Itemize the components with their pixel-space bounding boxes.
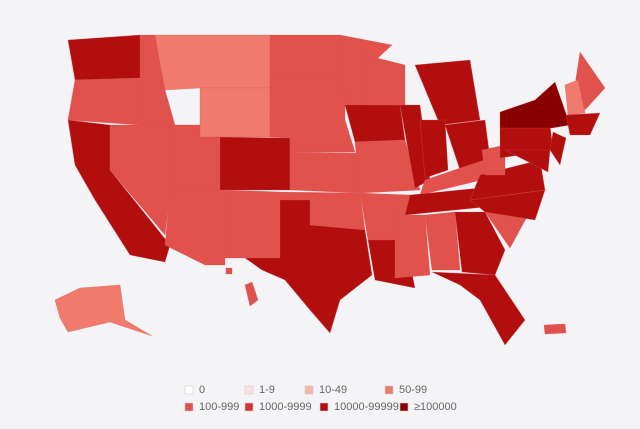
state bbox=[424, 211, 461, 271]
state bbox=[549, 131, 567, 166]
legend-swatch bbox=[399, 402, 409, 412]
state bbox=[499, 81, 571, 129]
state bbox=[574, 51, 606, 111]
legend-label: 50-99 bbox=[399, 384, 427, 396]
state bbox=[564, 79, 586, 116]
state bbox=[54, 284, 153, 337]
state bbox=[224, 189, 281, 259]
legend-label: 1000-9999 bbox=[259, 401, 312, 413]
legend-swatch bbox=[304, 385, 314, 395]
state bbox=[565, 112, 601, 136]
state bbox=[67, 34, 144, 81]
legend-label: ≥100000 bbox=[414, 401, 457, 413]
state bbox=[269, 34, 346, 79]
state bbox=[289, 151, 361, 194]
legend-swatch bbox=[184, 402, 194, 412]
state bbox=[67, 77, 144, 126]
legend-label: 100-999 bbox=[199, 401, 239, 413]
state bbox=[454, 211, 506, 276]
state bbox=[244, 199, 373, 334]
state bbox=[431, 271, 526, 346]
state bbox=[219, 136, 291, 191]
legend-swatch bbox=[319, 402, 329, 412]
state bbox=[414, 59, 481, 126]
legend-label: 0 bbox=[199, 384, 205, 396]
us-map bbox=[54, 34, 606, 346]
legend-swatch bbox=[184, 385, 194, 395]
state bbox=[244, 281, 259, 307]
state bbox=[154, 34, 271, 91]
state bbox=[225, 267, 233, 275]
state bbox=[469, 159, 546, 201]
state bbox=[543, 323, 567, 335]
state bbox=[139, 34, 176, 126]
legend-label: 10000-99999 bbox=[334, 401, 399, 413]
legend: 0 1-9 10-49 50-99 100-999 1000-9999 10000-9999… bbox=[184, 384, 457, 413]
legend-label: 1-9 bbox=[259, 384, 275, 396]
state bbox=[419, 119, 449, 179]
state bbox=[164, 189, 226, 266]
legend-label: 10-49 bbox=[319, 384, 347, 396]
state bbox=[504, 149, 551, 173]
state bbox=[364, 54, 406, 106]
legend-swatch bbox=[244, 385, 254, 395]
state bbox=[394, 214, 431, 279]
state bbox=[344, 104, 406, 143]
legend-swatch bbox=[244, 402, 254, 412]
state bbox=[269, 77, 346, 121]
state bbox=[481, 144, 506, 176]
state bbox=[199, 87, 271, 138]
legend-swatch bbox=[384, 385, 394, 395]
state bbox=[354, 139, 421, 194]
